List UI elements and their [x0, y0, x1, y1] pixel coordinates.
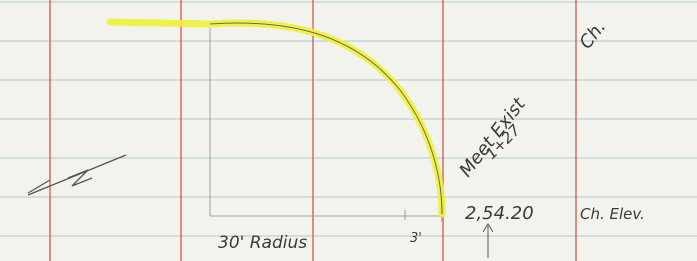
- offset-text: 3': [410, 231, 422, 246]
- sketch: Meet Exist Ch. 1+27 2,54.20 Ch. Elev. 30…: [0, 0, 697, 261]
- elevation-text: 2,54.20: [465, 203, 534, 224]
- radius-text: 30' Radius: [218, 233, 307, 253]
- page: Meet Exist Ch. 1+27 2,54.20 Ch. Elev. 30…: [0, 0, 697, 261]
- elevation-label: Ch. Elev.: [580, 205, 645, 223]
